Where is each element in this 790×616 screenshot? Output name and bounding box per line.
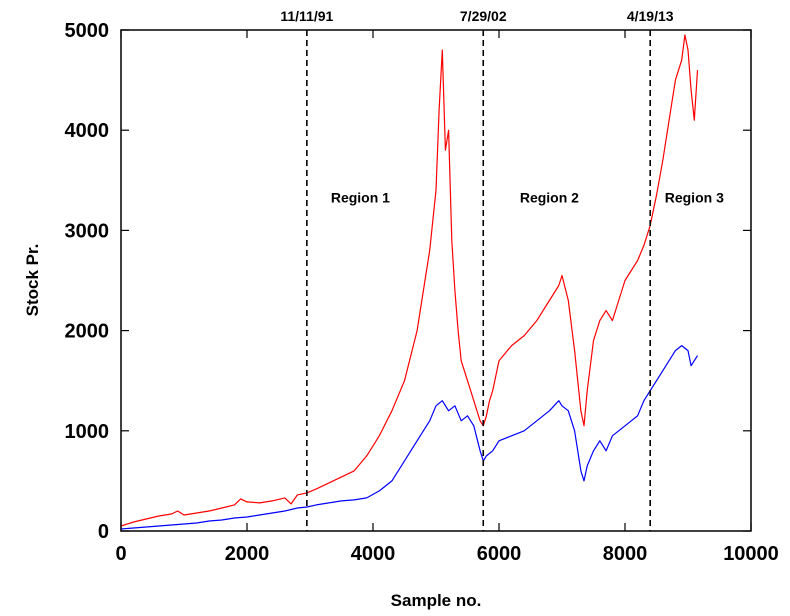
axis-ticks: 0 2000 4000 6000 8000 10000 0 1000 2000 3000 4000 5… — [65, 20, 779, 565]
y-tick-label: 1000 — [65, 421, 110, 443]
y-tick-label: 4000 — [65, 120, 110, 142]
x-tick-label: 4000 — [351, 543, 396, 565]
x-tick-label: 6000 — [477, 543, 522, 565]
series-line-1 — [120, 345, 699, 530]
y-tick-label: 2000 — [65, 321, 110, 343]
y-tick-label: 3000 — [65, 220, 110, 242]
date-marker-label: 7/29/02 — [460, 8, 507, 24]
x-tick-label: 10000 — [723, 543, 779, 565]
y-tick-label: 5000 — [65, 20, 110, 42]
series-line-0 — [120, 34, 699, 527]
x-tick-label: 8000 — [603, 543, 648, 565]
date-marker-label: 11/11/91 — [280, 8, 333, 24]
date-marker-label: 4/19/13 — [627, 8, 674, 24]
x-tick-label: 0 — [115, 543, 126, 565]
x-tick-label: 2000 — [225, 543, 270, 565]
y-tick-label: 0 — [98, 521, 109, 543]
date-markers — [306, 30, 652, 531]
region-label: Region 3 — [665, 189, 724, 205]
annotation-labels: 11/11/91 7/29/02 4/19/13 Region 1 Region 2 Re… — [280, 8, 724, 205]
x-axis-label: Sample no. — [391, 591, 482, 610]
series-lines — [120, 34, 699, 530]
region-label: Region 2 — [520, 189, 579, 205]
region-label: Region 1 — [331, 189, 390, 205]
plot-frame — [120, 29, 752, 532]
y-axis-label: Stock Pr. — [23, 244, 42, 317]
